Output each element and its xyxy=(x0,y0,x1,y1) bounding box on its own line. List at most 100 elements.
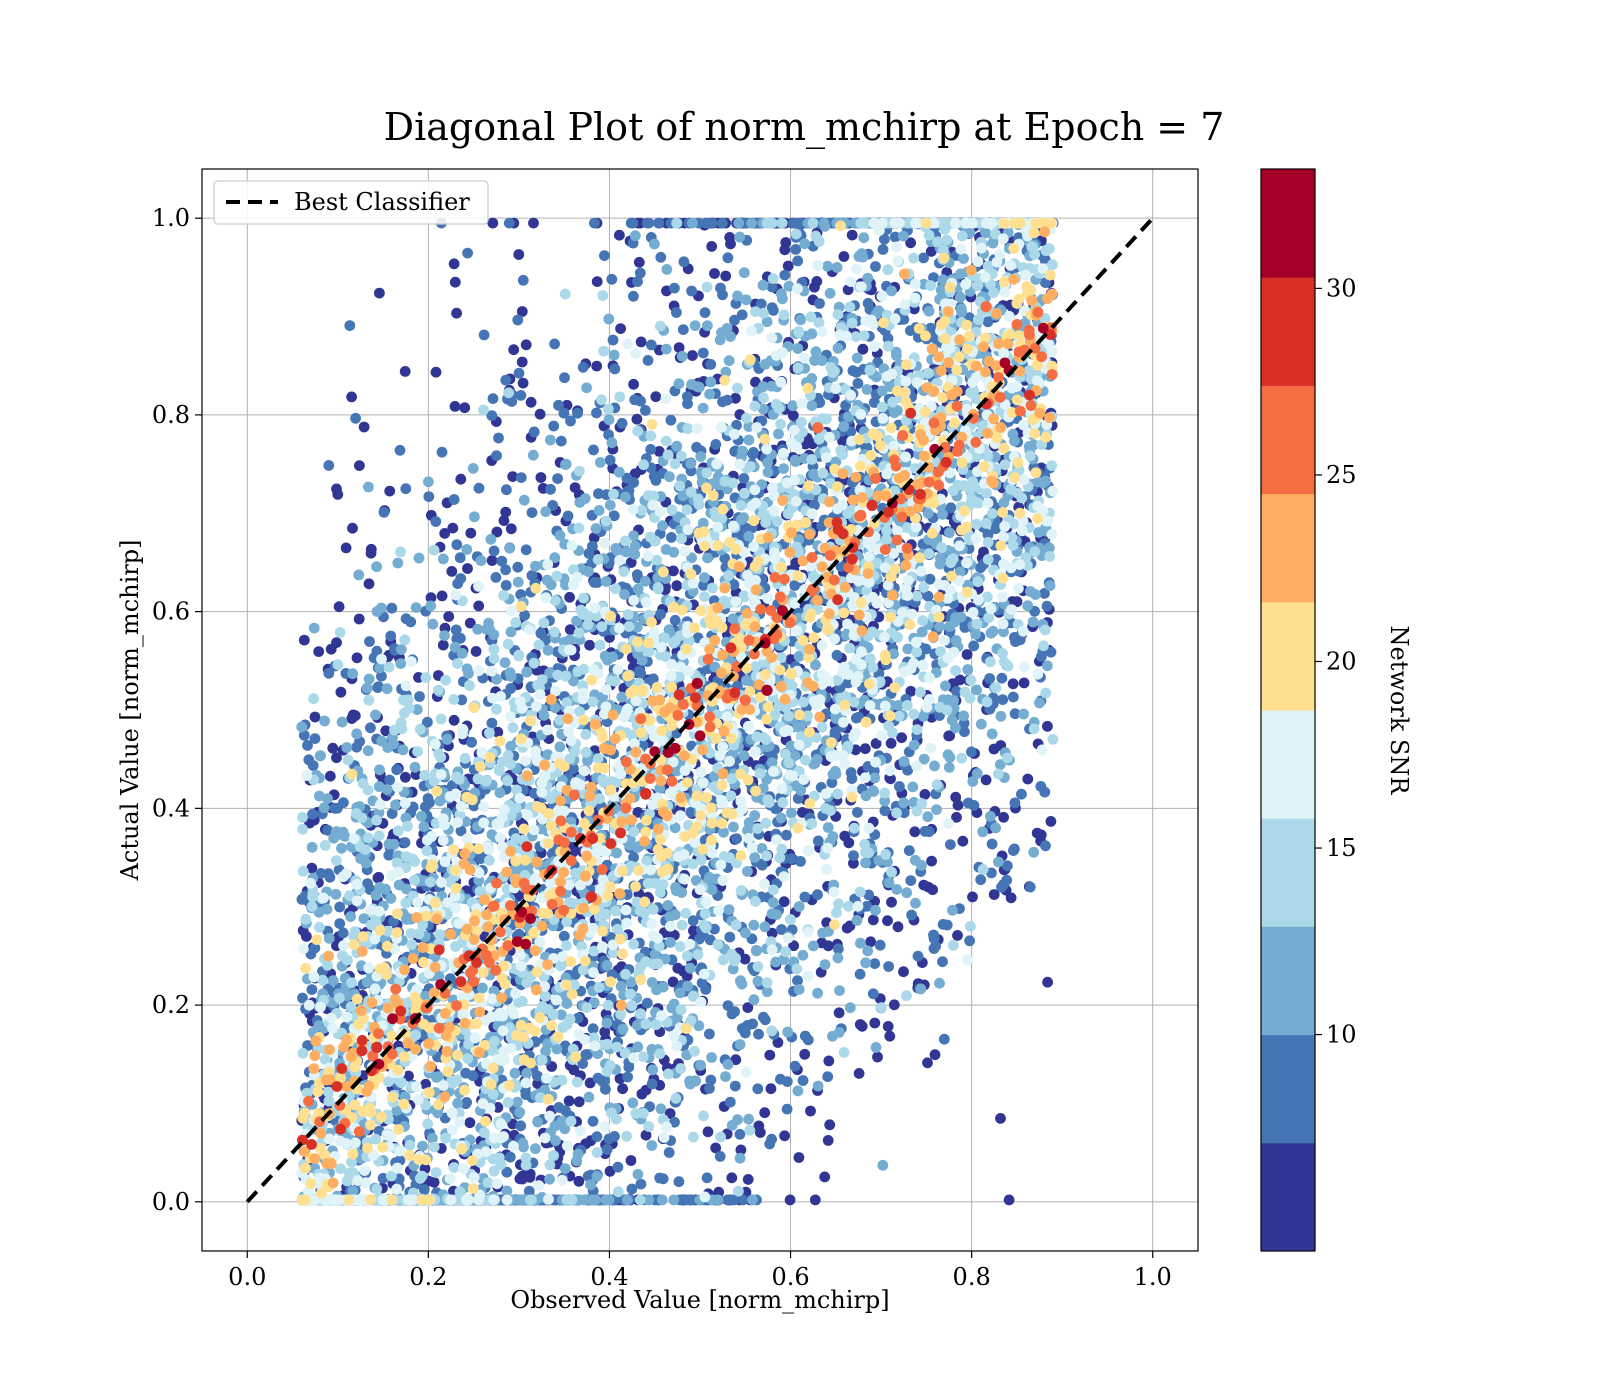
scatter-point xyxy=(451,539,463,551)
scatter-point xyxy=(671,580,683,592)
scatter-point xyxy=(704,388,715,400)
scatter-point xyxy=(867,988,879,1000)
scatter-point xyxy=(449,276,461,288)
scatter-point xyxy=(1007,678,1019,690)
scatter-point xyxy=(591,407,602,419)
scatter-point xyxy=(723,355,735,367)
scatter-point xyxy=(306,841,318,853)
scatter-point xyxy=(619,589,630,600)
scatter-point xyxy=(512,561,524,573)
scatter-point xyxy=(303,754,315,766)
scatter-point xyxy=(340,542,352,554)
scatter-point xyxy=(967,891,978,903)
scatter-point xyxy=(665,937,676,948)
scatter-point xyxy=(809,1194,821,1206)
scatter-point xyxy=(781,829,792,841)
scatter-point xyxy=(505,626,517,638)
scatter-points xyxy=(296,217,1059,1206)
scatter-point xyxy=(942,749,954,761)
scatter-point xyxy=(985,627,997,639)
scatter-point xyxy=(473,600,485,612)
scatter-point xyxy=(905,237,916,249)
scatter-point xyxy=(478,329,490,341)
scatter-point xyxy=(591,360,603,372)
scatter-point xyxy=(542,644,554,656)
scatter-point xyxy=(682,391,693,402)
scatter-point xyxy=(673,1176,685,1188)
scatter-point xyxy=(859,743,871,755)
scatter-point xyxy=(945,839,956,850)
scatter-point xyxy=(535,472,547,483)
scatter-point xyxy=(486,410,498,421)
scatter-point xyxy=(764,1049,776,1061)
scatter-point xyxy=(793,1152,805,1163)
scatter-point xyxy=(591,1131,603,1143)
scatter-point xyxy=(646,977,658,988)
scatter-point xyxy=(351,652,363,664)
scatter-point xyxy=(513,249,525,260)
scatter-point xyxy=(1035,829,1047,841)
scatter-point xyxy=(865,936,876,948)
scatter-point xyxy=(301,931,312,942)
scatter-point xyxy=(373,871,385,883)
scatter-point xyxy=(720,270,732,282)
scatter-point xyxy=(504,1151,516,1163)
scatter-point xyxy=(666,532,677,543)
scatter-point xyxy=(928,933,940,944)
scatter-point xyxy=(954,674,966,686)
scatter-point xyxy=(961,649,973,660)
scatter-point xyxy=(775,812,787,824)
scatter-point xyxy=(754,1127,766,1138)
scatter-point xyxy=(701,1172,713,1184)
scatter-point xyxy=(779,269,791,281)
scatter-point xyxy=(344,320,356,331)
scatter-point xyxy=(492,726,504,738)
scatter-point xyxy=(811,276,823,287)
scatter-point xyxy=(862,945,874,957)
scatter-point xyxy=(455,632,466,644)
scatter-point xyxy=(381,683,393,695)
scatter-point xyxy=(787,410,799,421)
scatter-point xyxy=(518,494,530,506)
scatter-point xyxy=(395,644,407,655)
scatter-point xyxy=(416,810,427,822)
scatter-point xyxy=(374,764,385,776)
scatter-point xyxy=(870,1042,882,1053)
scatter-point xyxy=(425,592,437,604)
scatter-point xyxy=(306,862,318,874)
scatter-point xyxy=(758,1011,769,1023)
scatter-point xyxy=(669,614,681,626)
scatter-point xyxy=(615,980,627,992)
scatter-point xyxy=(588,576,600,588)
scatter-point xyxy=(806,400,818,411)
scatter-point xyxy=(325,643,337,655)
scatter-point xyxy=(622,1071,633,1083)
scatter-point xyxy=(702,320,713,332)
scatter-point xyxy=(925,246,937,257)
scatter-point xyxy=(345,911,356,922)
scatter-point xyxy=(553,399,564,411)
scatter-point xyxy=(697,347,709,359)
scatter-point xyxy=(625,1155,637,1166)
scatter-point xyxy=(738,473,750,484)
scatter-point xyxy=(699,307,711,318)
scatter-point xyxy=(526,507,538,518)
scatter-point xyxy=(465,527,477,539)
scatter-point xyxy=(869,772,881,784)
scatter-point xyxy=(1007,691,1019,703)
scatter-point xyxy=(549,338,560,350)
scatter-point xyxy=(766,927,778,939)
scatter-point xyxy=(634,267,646,279)
scatter-point xyxy=(1028,846,1040,858)
scatter-point xyxy=(725,238,736,250)
scatter-point xyxy=(944,527,955,539)
scatter-point xyxy=(427,1132,438,1144)
scatter-point xyxy=(1008,845,1019,856)
scatter-point xyxy=(488,545,500,557)
scatter-point xyxy=(635,336,647,348)
scatter-point xyxy=(923,826,935,838)
scatter-point xyxy=(667,976,679,988)
scatter-point xyxy=(417,1140,428,1152)
scatter-point xyxy=(447,522,459,534)
scatter-point xyxy=(363,578,375,590)
